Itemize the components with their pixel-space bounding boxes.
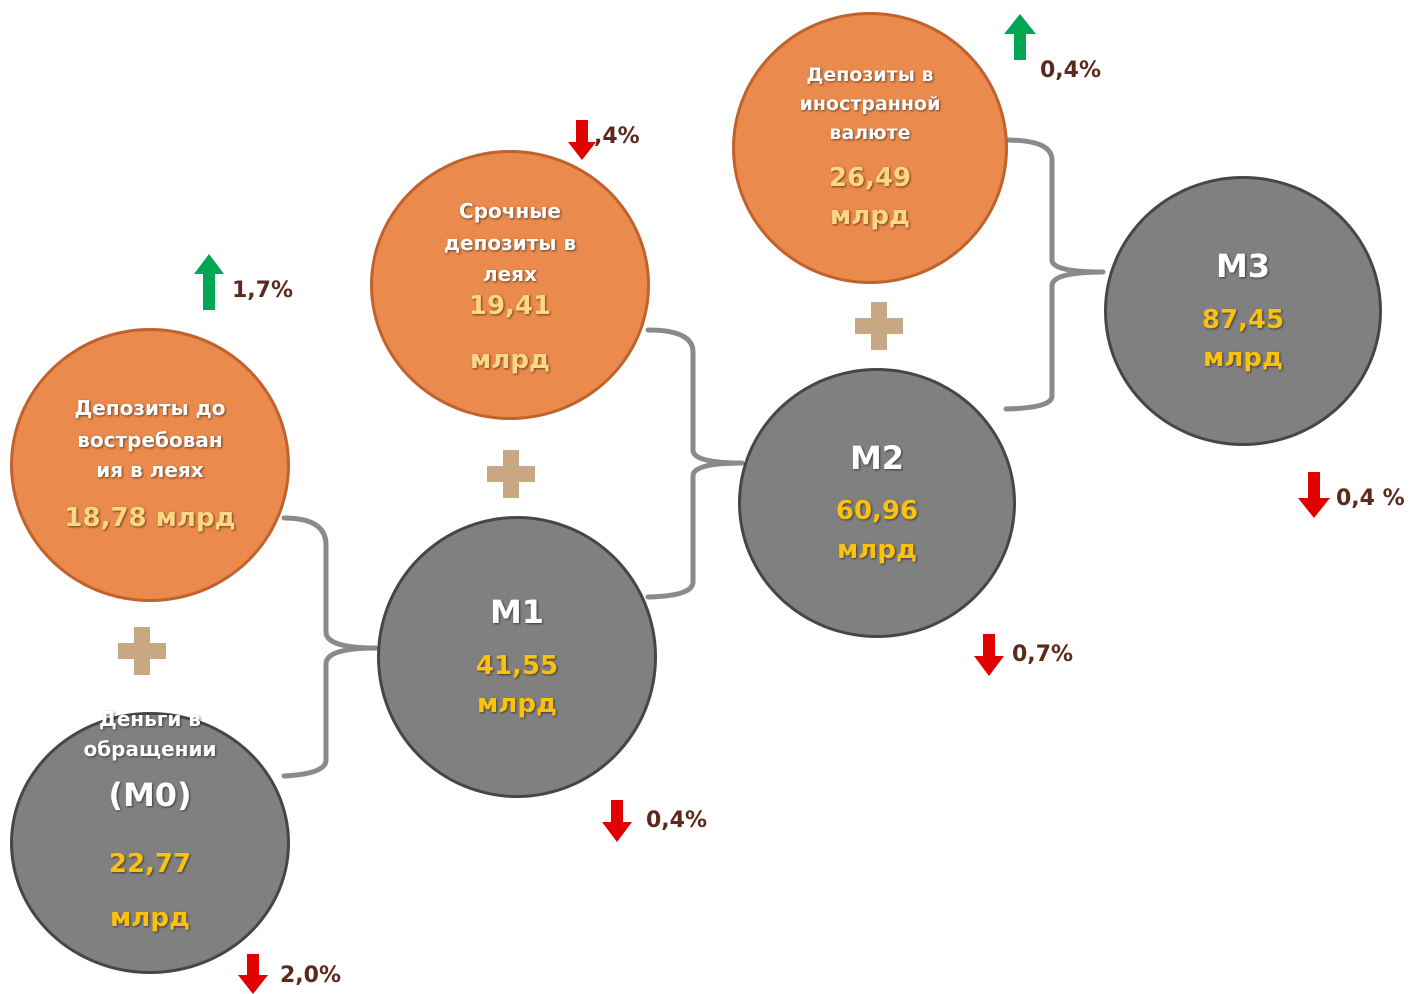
m0-label-line-1: Деньги в bbox=[99, 707, 201, 731]
term-deposits-label-line-3: леях bbox=[483, 262, 537, 286]
demand-deposits-label-line-3: ия в леях bbox=[96, 458, 204, 482]
demand-deposits-label-line-2: востребован bbox=[77, 428, 223, 452]
m1-title: М1 bbox=[489, 593, 545, 631]
plus-icon bbox=[855, 302, 903, 350]
term-deposits-node: Срочные депозиты в леях 19,41 млрд bbox=[370, 150, 650, 420]
m2-change: 0,7% bbox=[1012, 642, 1074, 667]
bracket-connector-m3 bbox=[1003, 137, 1106, 412]
m0-value-line-2: млрд bbox=[110, 903, 190, 933]
foreign-deposits-value-line-1: 26,49 bbox=[828, 163, 912, 193]
arrow-down-icon bbox=[568, 120, 596, 160]
demand-deposits-change: 1,7% bbox=[232, 278, 294, 303]
foreign-deposits-label-line-1: Депозиты в bbox=[806, 64, 934, 86]
m3-title: М3 bbox=[1215, 247, 1271, 285]
m2-node: М2 60,96 млрд bbox=[738, 368, 1016, 638]
foreign-deposits-node: Депозиты в иностранной валюте 26,49 млрд bbox=[732, 12, 1008, 284]
arrow-up-icon bbox=[194, 254, 224, 310]
m1-node: М1 41,55 млрд bbox=[377, 516, 657, 798]
m2-title: М2 bbox=[849, 439, 905, 477]
arrow-down-icon bbox=[602, 800, 632, 842]
m3-value-line-2: млрд bbox=[1203, 343, 1283, 373]
m1-change: 0,4% bbox=[646, 808, 708, 833]
m0-change: 2,0% bbox=[280, 963, 342, 988]
bracket-connector-m2 bbox=[645, 327, 745, 600]
m3-node: М3 87,45 млрд bbox=[1104, 176, 1382, 446]
m3-value-line-1: 87,45 bbox=[1201, 305, 1285, 335]
term-deposits-value-line-1: 19,41 bbox=[468, 291, 552, 321]
m2-value-line-1: 60,96 bbox=[835, 496, 919, 526]
demand-deposits-label-line-1: Депозиты до bbox=[74, 396, 226, 420]
m1-value-line-1: 41,55 bbox=[475, 651, 559, 681]
m0-value-line-1: 22,77 bbox=[108, 849, 192, 879]
foreign-deposits-change: 0,4% bbox=[1040, 58, 1102, 83]
m0-title: (М0) bbox=[108, 776, 192, 814]
arrow-up-icon bbox=[1004, 14, 1036, 60]
term-deposits-label-line-2: депозиты в bbox=[443, 231, 577, 255]
m0-node: 22,77 млрд bbox=[10, 712, 290, 974]
term-deposits-value-line-2: млрд bbox=[470, 345, 550, 375]
arrow-down-icon bbox=[238, 954, 268, 994]
m0-label-line-2: обращении bbox=[83, 737, 217, 761]
foreign-deposits-label-line-3: валюте bbox=[829, 122, 911, 144]
m2-value-line-2: млрд bbox=[837, 535, 917, 565]
m0-label: Деньги в обращении (М0) bbox=[10, 704, 290, 814]
m1-value-line-2: млрд bbox=[477, 689, 557, 719]
term-deposits-label-line-1: Срочные bbox=[459, 199, 561, 223]
plus-icon bbox=[118, 627, 166, 675]
arrow-down-icon bbox=[974, 634, 1004, 676]
demand-deposits-node: Депозиты до востребован ия в леях 18,78 … bbox=[10, 328, 290, 602]
term-deposits-change: ,4% bbox=[594, 124, 640, 149]
bracket-connector-m1 bbox=[281, 515, 379, 779]
foreign-deposits-value-line-2: млрд bbox=[830, 201, 910, 231]
m3-change: 0,4 % bbox=[1336, 486, 1405, 511]
demand-deposits-value: 18,78 млрд bbox=[64, 503, 236, 533]
arrow-down-icon bbox=[1298, 472, 1330, 518]
plus-icon bbox=[487, 450, 535, 498]
foreign-deposits-label-line-2: иностранной bbox=[799, 93, 941, 115]
